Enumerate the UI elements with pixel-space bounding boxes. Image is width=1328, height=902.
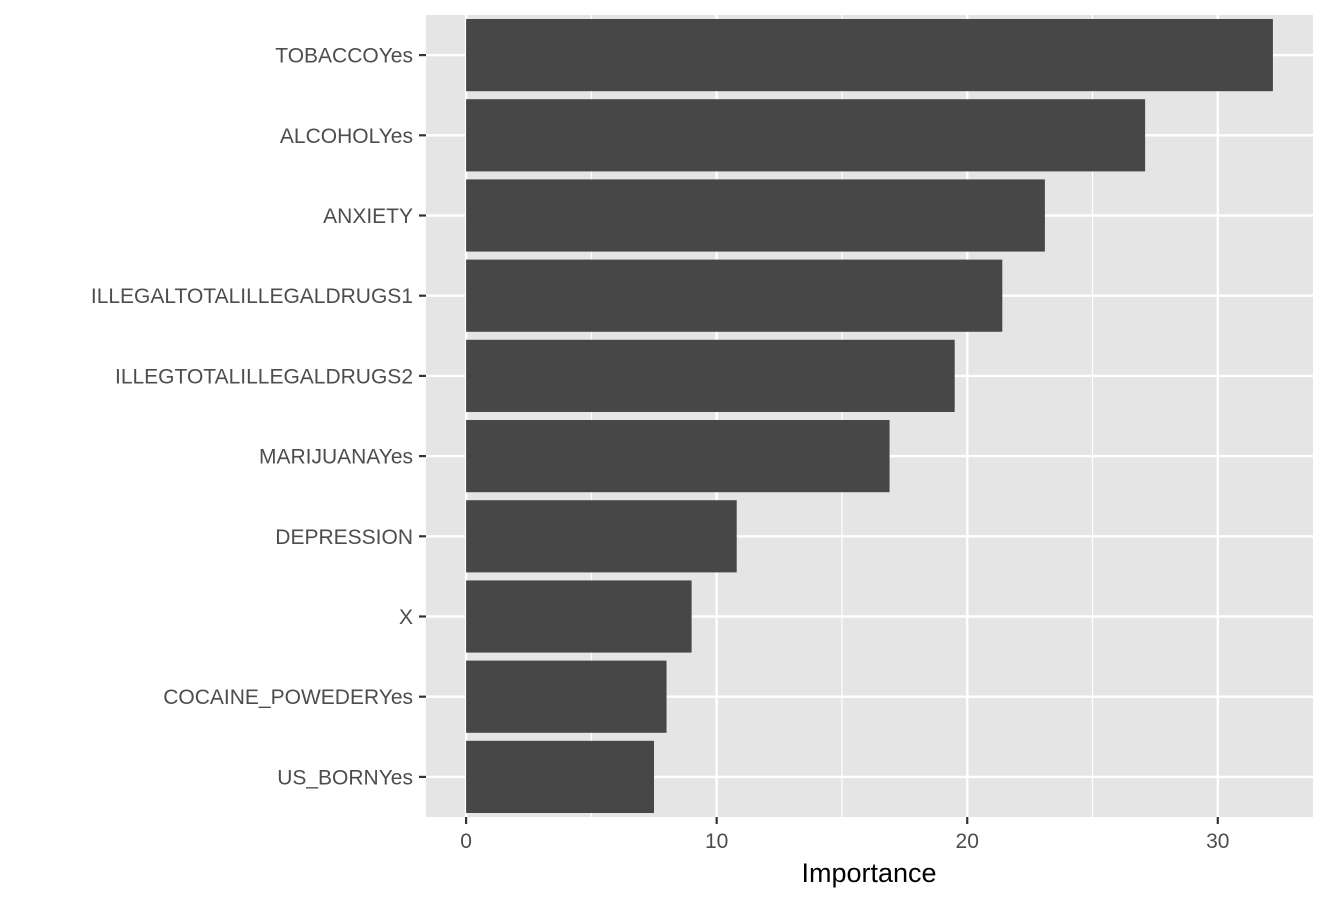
bar [466,99,1146,172]
bar [466,500,737,573]
bar [466,339,955,412]
y-tick-label: US_BORNYes [277,766,413,789]
y-tick-label: ILLEGALTOTALILLEGALDRUGS1 [91,285,413,308]
x-tick-label: 20 [956,830,979,853]
x-tick-label: 30 [1206,830,1229,853]
y-tick-label: ALCOHOLYes [280,125,413,148]
y-tick-label: COCAINE_POWEDERYes [163,686,413,709]
bar [466,420,890,493]
y-tick-label: DEPRESSION [275,526,413,549]
bar [466,740,655,813]
y-tick-label: ANXIETY [323,205,413,228]
bar [466,580,692,653]
x-axis: 0 10 20 30 [460,817,1229,853]
y-axis: TOBACCOYes ALCOHOLYes ANXIETY ILLEGALTOTALI… [91,45,426,789]
y-tick-label: MARIJUANAYes [259,446,413,469]
bars [466,19,1273,813]
y-tick-label: TOBACCOYes [275,45,413,68]
x-tick-label: 10 [705,830,728,853]
x-axis-title: Importance [801,858,936,888]
bar [466,19,1273,92]
y-tick-label: X [399,606,413,629]
bar [466,259,1003,332]
bar [466,179,1045,252]
bar [466,660,667,733]
x-tick-label: 0 [460,830,472,853]
y-tick-label: ILLEGTOTALILLEGALDRUGS2 [115,365,413,388]
